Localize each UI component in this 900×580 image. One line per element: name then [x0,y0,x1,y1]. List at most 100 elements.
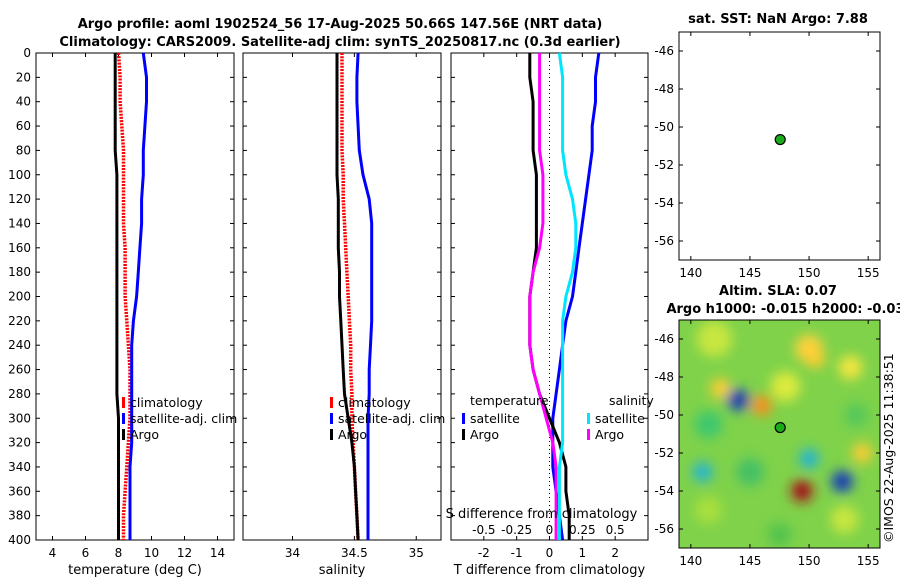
y-tick-label: -56 [654,234,674,248]
sla-heatmap [679,320,880,548]
x-tick-label: 150 [798,266,821,280]
x-tick-label: 14 [210,546,225,560]
series-line-satellite-adj-clim [355,52,374,540]
y-tick-label: 260 [8,363,31,377]
sst-map-title: sat. SST: NaN Argo: 7.88 [688,12,868,27]
y-tick-label: -52 [654,446,674,460]
y-tick-label: -48 [654,82,674,96]
y-tick-label: 200 [8,290,31,304]
sla-map-title-line-2: Argo h1000: -0.015 h2000: -0.038 [666,302,900,317]
y-tick-label: 380 [8,509,31,523]
series-line-climatology [116,52,132,540]
map-background [679,32,880,260]
top-x-tick-label: -0.5 [472,523,495,537]
sla-texture-blob [844,403,869,427]
legend-swatch-climatology [122,397,125,408]
series-line-t-satellite [551,52,601,541]
legend-swatch-satellite-adj-clim [330,413,333,424]
y-tick-label: 180 [8,265,31,279]
y-tick-label: -56 [654,522,674,536]
sla-map-title-line-1: Altim. SLA: 0.07 [719,284,837,299]
plot-frame [450,52,649,541]
x-axis-label: T difference from climatology [453,563,646,578]
y-tick-label: 220 [8,314,31,328]
x-tick-label: 145 [738,266,761,280]
y-tick-label: -46 [654,332,674,346]
legend-swatch-argo [587,429,590,440]
x-tick-label: 4 [49,546,57,560]
y-tick-label: 240 [8,338,31,352]
map-frame [678,319,881,549]
x-tick-label: 1 [579,546,587,560]
legend-label-satellite: satellite [595,411,645,426]
x-tick-label: 8 [115,546,123,560]
argo-float-marker [774,421,786,434]
sla-texture-blob [767,522,792,547]
sla-anomaly-blob [692,462,713,482]
legend-label-argo: Argo [130,427,159,442]
y-tick-label: 320 [8,436,31,450]
legend-label-argo: Argo [338,427,367,442]
argo-float-marker [774,133,786,146]
y-tick-label: 400 [8,533,31,547]
x-tick-label: -1 [511,546,523,560]
sla-texture-blob [838,355,863,380]
sla-anomaly-core [837,476,848,487]
y-tick-label: 160 [8,241,31,255]
y-tick-label: -50 [654,120,674,134]
legend-label-climatology: climatology [130,395,203,410]
top-x-tick-label: 0 [546,523,554,537]
sla-map-panel: Altim. SLA: 0.07 Argo h1000: -0.015 h2000… [654,284,900,568]
sla-texture-blob [694,496,723,524]
sla-texture-blob [830,505,859,534]
y-tick-label: 80 [16,143,31,157]
legend-swatch-satellite [462,413,465,424]
legend-title-temperature: temperature [470,393,549,408]
x-axis-label: salinity [319,563,366,578]
imos-watermark: ©IMOS 22-Aug-2025 11:38:51 [881,353,896,543]
legend-label-satellite-adj-clim: satellite-adj. clim [130,411,237,426]
map-frame [678,31,881,261]
legend-swatch-argo [330,429,333,440]
y-tick-label: 100 [8,168,31,182]
x-tick-label: 35 [409,546,424,560]
y-tick-label: 60 [16,119,31,133]
y-tick-label: 120 [8,192,31,206]
y-tick-label: 300 [8,411,31,425]
y-tick-label: 360 [8,484,31,498]
y-tick-label: 280 [8,387,31,401]
x-tick-label: 6 [82,546,90,560]
x-tick-label: 12 [177,546,192,560]
x-tick-label: 34.5 [341,546,368,560]
y-tick-label: 40 [16,95,31,109]
x-tick-label: 2 [611,546,619,560]
y-tick-label: 140 [8,216,31,230]
y-tick-label: -54 [654,484,674,498]
top-x-tick-label: 0.25 [569,523,596,537]
y-tick-label: 0 [23,46,31,60]
plot-frame [242,52,442,541]
top-x-tick-label: -0.25 [501,523,532,537]
series-line-climatology [340,53,360,541]
series-line-argo [335,53,360,541]
series-line-argo [113,53,120,540]
y-tick-label: -52 [654,158,674,172]
y-tick-label: 340 [8,460,31,474]
x-tick-label: 155 [857,554,880,568]
title-line-2: Climatology: CARS2009. Satellite-adj cli… [59,35,620,50]
series-line-satellite-adj-clim [128,52,148,540]
top-x-tick-label: 0.5 [606,523,625,537]
sla-blobs [692,321,873,547]
x-tick-label: 34 [285,546,300,560]
legend-label-satellite: satellite [470,411,520,426]
legend-label-climatology: climatology [338,395,411,410]
sla-texture-blob [770,371,801,402]
top-x-axis-label: S difference from climatology [446,507,638,522]
salinity-profile-panel: 34 34.5 35 salinity climatologysatellite-adj… [242,52,445,578]
sla-texture-blob [694,410,723,439]
sla-anomaly-blob [799,448,820,469]
legend-swatch-argo [462,429,465,440]
series-line-s-argo [528,53,558,540]
sla-anomaly-blob [710,378,731,399]
